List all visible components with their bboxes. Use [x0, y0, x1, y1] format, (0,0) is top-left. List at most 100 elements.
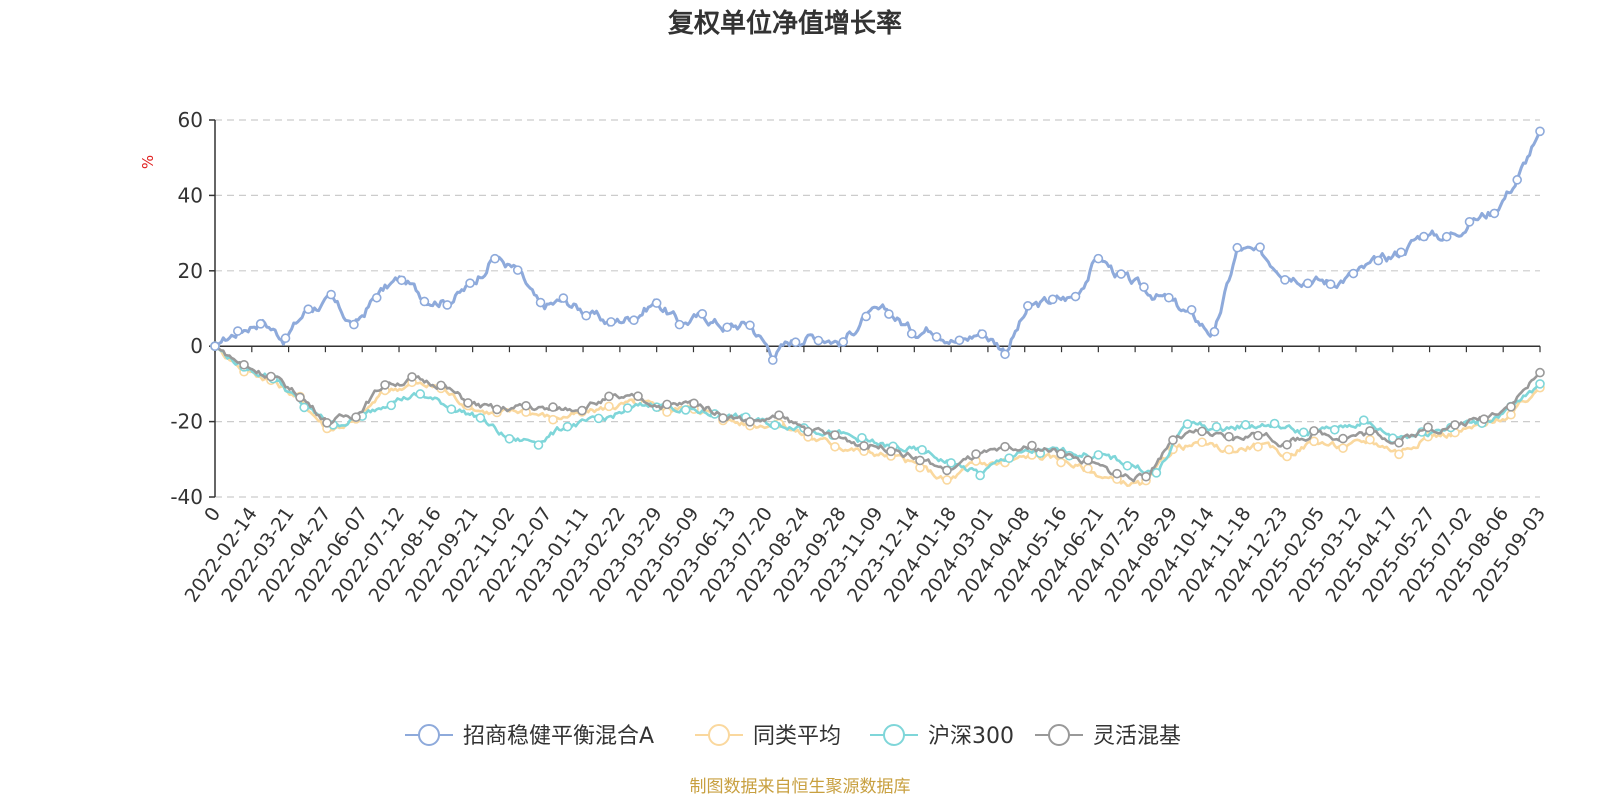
- data-point: [1309, 426, 1319, 436]
- data-point: [1211, 422, 1222, 432]
- data-point: [861, 311, 871, 322]
- data-point: [1255, 242, 1265, 252]
- source-note: 制图数据来自恒生聚源数据库: [690, 777, 911, 797]
- data-point: [689, 398, 699, 409]
- data-point: [380, 380, 390, 390]
- data-point: [1329, 424, 1340, 435]
- series-lines: [210, 126, 1545, 487]
- data-point: [533, 440, 544, 450]
- data-point: [622, 403, 633, 413]
- data-point: [1253, 441, 1263, 452]
- data-point: [1535, 367, 1545, 378]
- data-point: [830, 430, 840, 440]
- data-point: [1141, 471, 1151, 482]
- data-point: [1338, 433, 1348, 444]
- data-point: [419, 296, 430, 307]
- data-point: [774, 410, 784, 420]
- data-point: [1309, 436, 1319, 447]
- data-point: [1083, 455, 1093, 465]
- data-point: [396, 275, 407, 286]
- legend[interactable]: 招商稳健平衡混合A 同类平均 沪深300 灵活混基: [405, 724, 1181, 749]
- y-tick-label: 40: [178, 183, 203, 207]
- data-point: [1112, 468, 1122, 479]
- data-point: [1419, 231, 1429, 242]
- data-point: [1423, 422, 1433, 433]
- data-point: [1197, 426, 1207, 437]
- legend-item[interactable]: 灵活混基: [1035, 724, 1181, 749]
- y-tick-label: -20: [170, 410, 203, 434]
- data-point: [813, 335, 824, 346]
- x-tick-label: 0: [200, 503, 225, 526]
- data-point: [1139, 282, 1149, 292]
- data-point: [1093, 450, 1104, 460]
- data-point: [857, 432, 867, 443]
- data-point: [1298, 427, 1309, 438]
- data-point: [1373, 255, 1384, 266]
- data-point: [946, 458, 956, 468]
- legend-item[interactable]: 招商稳健平衡混合A: [405, 724, 654, 749]
- legend-item[interactable]: 沪深300: [870, 724, 1014, 749]
- data-point: [1168, 435, 1178, 445]
- data-point: [745, 320, 755, 331]
- data-point: [1186, 305, 1197, 315]
- data-point: [351, 412, 361, 422]
- data-point: [1027, 440, 1037, 451]
- data-point: [718, 413, 728, 423]
- data-point: [884, 309, 894, 319]
- data-point: [1122, 460, 1133, 471]
- data-point: [954, 335, 965, 346]
- data-point: [1512, 175, 1522, 185]
- data-point: [407, 372, 417, 382]
- data-point: [1479, 414, 1489, 424]
- data-point: [1253, 430, 1263, 441]
- data-point: [386, 400, 397, 411]
- data-point: [942, 475, 952, 485]
- axes: 6040200-20-4002022-02-142022-03-212022-0…: [170, 108, 1550, 606]
- data-point: [838, 337, 849, 347]
- y-axis-unit: %: [139, 155, 157, 169]
- data-point: [770, 420, 780, 430]
- data-point: [1004, 453, 1014, 463]
- data-point: [548, 414, 558, 425]
- data-point: [255, 319, 266, 329]
- legend-label: 招商稳健平衡混合A: [463, 724, 654, 749]
- data-point: [1000, 441, 1010, 452]
- data-point: [593, 413, 604, 424]
- data-point: [326, 289, 336, 300]
- data-point: [577, 405, 587, 416]
- data-point: [1240, 420, 1251, 430]
- data-point: [606, 317, 616, 327]
- data-point: [371, 292, 382, 303]
- data-point: [349, 319, 359, 330]
- legend-item[interactable]: 同类平均: [695, 724, 841, 749]
- data-point: [1000, 349, 1010, 360]
- data-point: [1464, 217, 1475, 227]
- y-tick-label: 20: [178, 259, 203, 283]
- data-point: [548, 402, 558, 412]
- data-point: [604, 401, 614, 412]
- data-point: [971, 449, 981, 459]
- data-point: [303, 304, 314, 314]
- data-point: [1282, 439, 1292, 450]
- data-point: [442, 300, 453, 310]
- data-point: [651, 298, 662, 308]
- legend-marker: [1048, 724, 1070, 746]
- data-point: [906, 328, 917, 339]
- data-point: [1535, 379, 1545, 389]
- data-point: [1116, 269, 1126, 279]
- legend-label: 沪深300: [928, 724, 1014, 749]
- data-point: [1394, 437, 1404, 448]
- data-point: [558, 293, 569, 303]
- data-point: [917, 445, 927, 455]
- data-point: [859, 441, 869, 451]
- data-point: [1070, 291, 1081, 302]
- legend-label: 同类平均: [753, 724, 841, 749]
- data-point: [521, 400, 531, 411]
- legend-marker: [708, 724, 730, 746]
- data-point: [1056, 449, 1066, 459]
- y-tick-label: -40: [170, 485, 203, 509]
- data-point: [1302, 278, 1313, 289]
- data-point: [803, 426, 813, 437]
- data-point: [1450, 420, 1460, 430]
